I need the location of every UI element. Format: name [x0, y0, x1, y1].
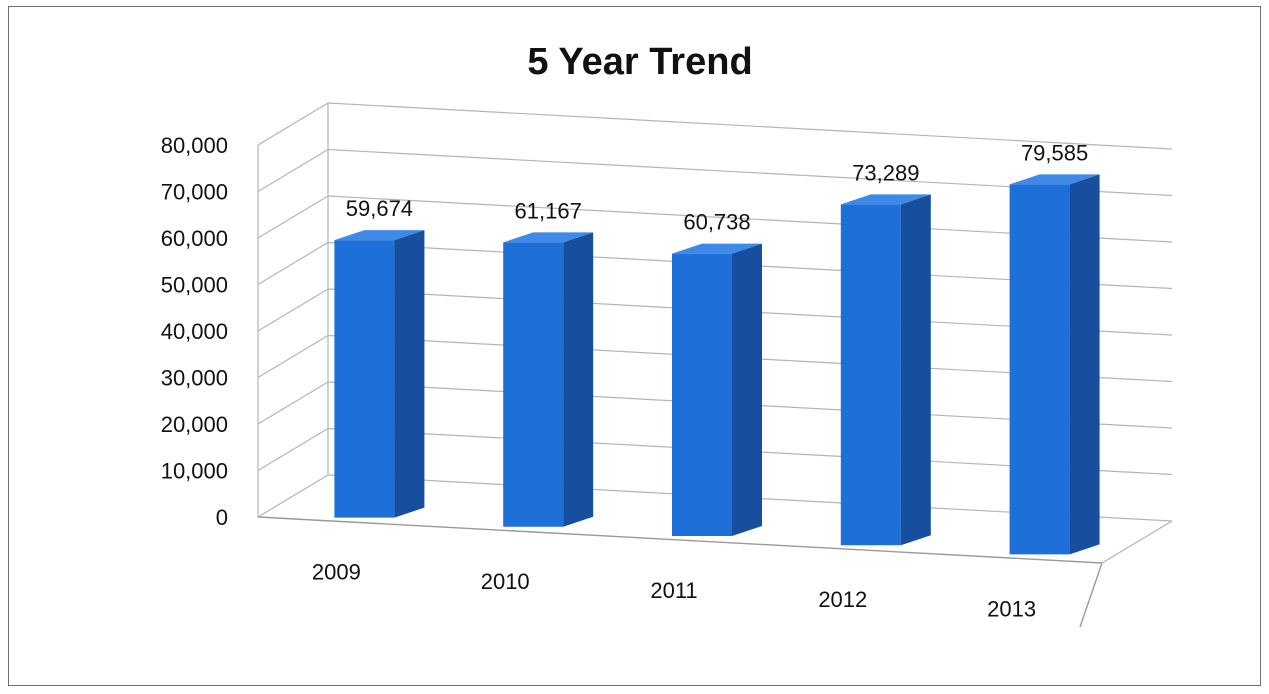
bar-2012: [840, 194, 931, 546]
x-tick-label: 2009: [312, 560, 361, 585]
bar-top-face: [503, 232, 594, 243]
bar-side-face: [732, 243, 762, 536]
floor-back-edge: [1101, 520, 1173, 564]
x-tick-label: 2011: [650, 578, 697, 603]
y-tick-label: 20,000: [161, 412, 228, 437]
side-gridline: [257, 288, 329, 332]
y-tick-label: 40,000: [161, 319, 228, 344]
side-gridline: [257, 427, 329, 472]
bar-side-face: [563, 232, 594, 527]
y-tick-label: 30,000: [161, 366, 228, 391]
bar-side-face: [1069, 174, 1100, 555]
x-tick-label: 2013: [987, 596, 1036, 621]
data-labels: 59,674 61,167 60,738 73,289 79,585: [346, 140, 1088, 234]
side-gridline: [257, 474, 329, 518]
side-gridline: [257, 102, 329, 146]
bar-front-face: [503, 242, 564, 527]
bar-2013: [1009, 174, 1100, 555]
floor-right-edge: [1079, 562, 1103, 628]
bar-front-face: [334, 240, 395, 518]
bar-side-face: [900, 194, 931, 546]
back-gridline: [327, 102, 1173, 150]
chart-title: 5 Year Trend: [527, 41, 752, 83]
data-label: 79,585: [1021, 140, 1088, 165]
y-tick-label: 10,000: [161, 459, 228, 484]
side-gridline: [257, 381, 329, 425]
bars: [334, 174, 1100, 555]
bar-top-face: [1009, 174, 1100, 185]
bar-top-face: [334, 230, 425, 241]
bar-front-face: [840, 204, 901, 546]
y-tick-label: 0: [216, 505, 228, 530]
bar-2009: [334, 230, 425, 518]
data-label: 61,167: [515, 198, 582, 223]
bar-top-face: [840, 194, 931, 205]
bar-2011: [672, 243, 762, 536]
y-tick-label: 60,000: [161, 226, 228, 251]
floor-front-edge: [257, 516, 1103, 564]
x-tick-label: 2010: [481, 569, 530, 594]
side-gridline: [257, 148, 329, 193]
y-axis: 0 10,000 20,000 30,000 40,000 50,000 60,000 70,…: [161, 133, 228, 530]
bar-top-face: [672, 243, 762, 254]
x-axis: 2009 2010 2011 2012 2013: [312, 560, 1036, 622]
bar-front-face: [1009, 184, 1070, 555]
side-gridline: [257, 241, 329, 286]
bar-front-face: [672, 253, 732, 536]
y-tick-label: 50,000: [161, 273, 228, 298]
data-label: 60,738: [683, 210, 750, 235]
y-tick-label: 80,000: [161, 133, 228, 158]
y-tick-label: 70,000: [161, 180, 228, 205]
bar-side-face: [394, 230, 425, 518]
data-label: 73,289: [852, 160, 919, 185]
x-tick-label: 2012: [818, 587, 867, 612]
side-gridline: [257, 334, 329, 379]
side-gridline: [257, 195, 329, 239]
data-label: 59,674: [346, 196, 413, 221]
bar-2010: [503, 232, 594, 527]
